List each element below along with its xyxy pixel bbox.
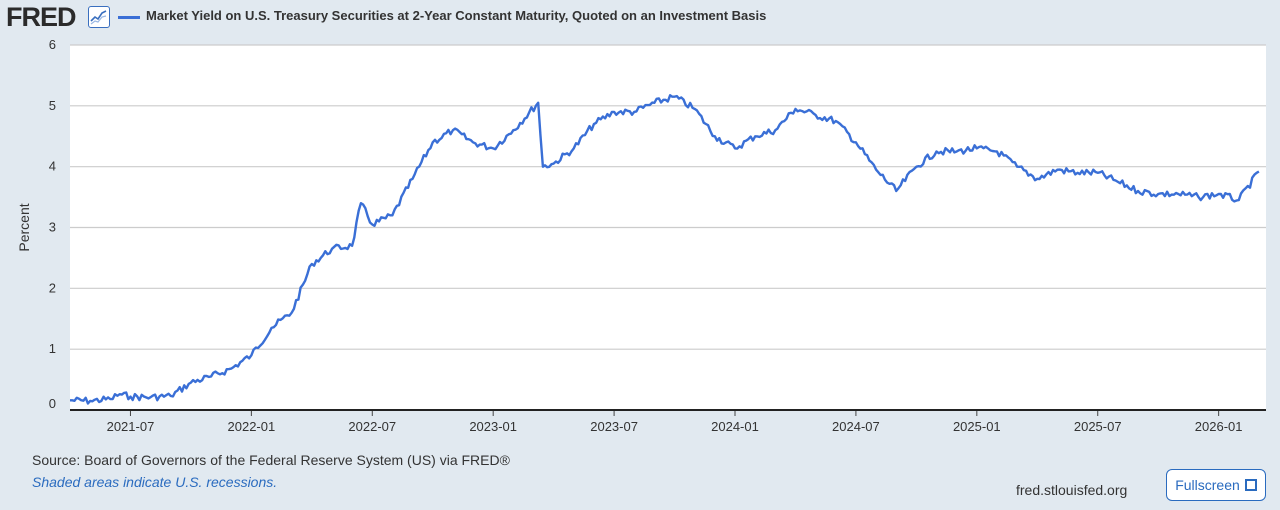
x-tick-label: 2024-01 <box>711 419 759 434</box>
y-tick-label: 4 <box>49 159 56 174</box>
x-tick-label: 2025-07 <box>1074 419 1122 434</box>
fullscreen-label: Fullscreen <box>1175 477 1240 493</box>
chart-header: FRED Market Yield on U.S. Treasury Secur… <box>0 0 1280 36</box>
expand-icon <box>1244 479 1257 491</box>
x-tick-label: 2021-07 <box>107 419 155 434</box>
y-tick-label: 3 <box>49 220 56 235</box>
y-tick-label: 6 <box>49 37 56 52</box>
x-tick-label: 2026-01 <box>1195 419 1243 434</box>
y-tick-label: 2 <box>49 280 56 295</box>
line-chart-icon <box>88 6 110 28</box>
series-line[interactable] <box>70 94 1260 405</box>
site-url[interactable]: fred.stlouisfed.org <box>1016 482 1128 498</box>
y-tick-label: 1 <box>49 341 56 356</box>
x-tick-label: 2023-01 <box>469 419 517 434</box>
y-axis-label-group: Percent <box>16 203 32 251</box>
x-tick-label: 2022-01 <box>228 419 276 434</box>
y-tick-label: 5 <box>49 98 56 113</box>
fred-logo[interactable]: FRED <box>6 2 76 32</box>
x-tick-label: 2025-01 <box>953 419 1001 434</box>
x-tick-label: 2022-07 <box>348 419 396 434</box>
fullscreen-button[interactable]: Fullscreen <box>1166 469 1266 501</box>
source-text: Source: Board of Governors of the Federa… <box>32 452 510 468</box>
legend-swatch <box>118 16 140 19</box>
x-tick-label: 2024-07 <box>832 419 880 434</box>
x-tick-label: 2023-07 <box>590 419 638 434</box>
y-axis-label: Percent <box>16 203 32 251</box>
y-tick-labels: 0 1 2 3 4 5 6 <box>49 37 56 411</box>
y-tick-label: 0 <box>49 396 56 411</box>
x-tick-labels: 2021-07 2022-01 2022-07 2023-01 2023-07 2024-… <box>107 410 1243 434</box>
recession-note: Shaded areas indicate U.S. recessions. <box>32 474 278 490</box>
grid-lines <box>70 44 1266 350</box>
legend-label: Market Yield on U.S. Treasury Securities… <box>146 8 767 23</box>
